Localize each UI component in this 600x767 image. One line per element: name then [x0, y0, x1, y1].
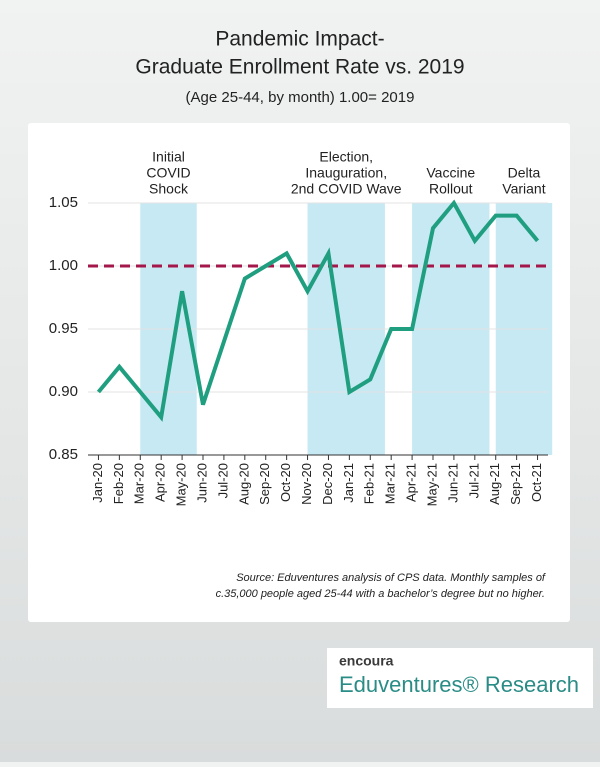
region-label: 2nd COVID Wave [291, 181, 402, 197]
logo-box [327, 648, 593, 708]
region-label: Inauguration, [305, 165, 387, 181]
x-tick-label: Oct-20 [278, 463, 293, 502]
region-label: Vaccine [426, 165, 475, 181]
x-tick-label: Jan-20 [90, 463, 105, 503]
chart-title: Graduate Enrollment Rate vs. 2019 [135, 56, 464, 79]
region-label: Rollout [429, 181, 473, 197]
data-line [96, 199, 540, 422]
x-tick-label: Jul-20 [215, 463, 230, 498]
y-tick-label: 1.05 [49, 194, 78, 211]
source: c.35,000 people aged 25-44 with a bachel… [216, 588, 545, 600]
x-tick-label: Jan-21 [341, 463, 356, 503]
region-label: COVID [146, 165, 190, 181]
chart-subtitle: (Age 25-44, by month) 1.00= 2019 [186, 89, 415, 106]
chart-title: Pandemic Impact- [215, 28, 384, 51]
x-tick-label: Sep-21 [508, 463, 523, 505]
x-tick-label: Nov-20 [299, 463, 314, 505]
x-tick-label: May-20 [174, 463, 189, 506]
y-tick-label: 0.90 [49, 383, 78, 400]
logo-brand: encoura [339, 653, 394, 669]
x-tick-label: Jun-21 [445, 463, 460, 503]
x-tick-label: May-21 [424, 463, 439, 506]
x-tick-label: Sep-20 [257, 463, 272, 505]
region-label: Initial [152, 149, 185, 165]
y-tick-label: 1.00 [49, 257, 78, 274]
x-tick-label: Apr-20 [153, 463, 168, 502]
x-tick-label: Dec-20 [320, 463, 335, 505]
x-tick-label: Aug-20 [236, 463, 251, 505]
region-label: Shock [149, 181, 189, 197]
x-tick-label: Apr-21 [404, 463, 419, 502]
logo-name: Eduventures® Research [339, 672, 579, 697]
y-tick-label: 0.85 [49, 446, 78, 463]
y-tick-label: 0.95 [49, 320, 78, 337]
region-label: Variant [502, 181, 545, 197]
x-tick-label: Aug-21 [487, 463, 502, 505]
source: Source: Eduventures analysis of CPS data… [236, 572, 546, 584]
region-label: Delta [508, 165, 541, 181]
x-tick-label: Feb-20 [111, 463, 126, 504]
region-label: Election, [319, 149, 373, 165]
x-tick-label: Mar-21 [383, 463, 398, 504]
x-tick-label: Mar-20 [132, 463, 147, 504]
x-tick-label: Jun-20 [194, 463, 209, 503]
x-tick-label: Jul-21 [466, 463, 481, 498]
x-tick-label: Oct-21 [529, 463, 544, 502]
x-tick-label: Feb-21 [362, 463, 377, 504]
